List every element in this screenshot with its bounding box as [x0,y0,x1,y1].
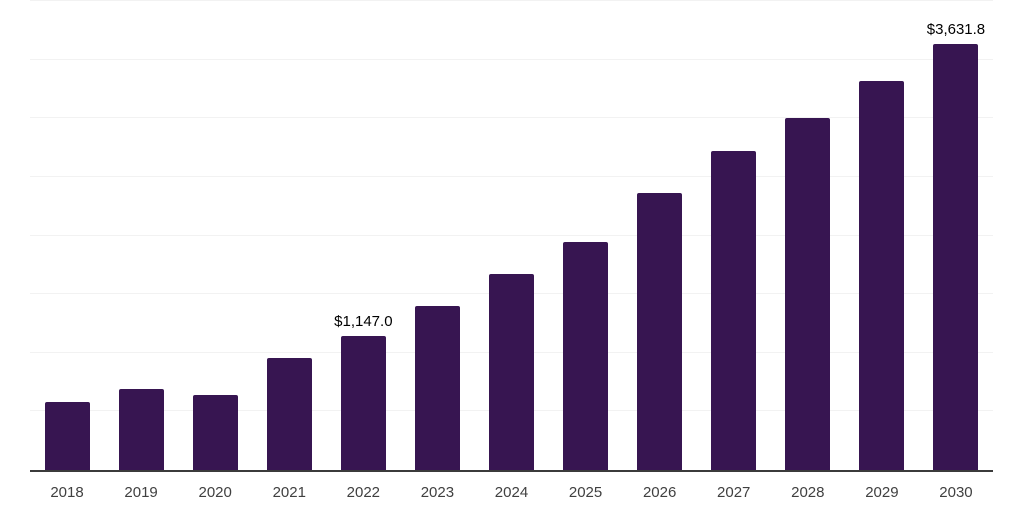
bar-2025[interactable] [563,242,609,470]
bar-2024[interactable] [489,273,534,470]
bar-2027[interactable] [711,150,757,470]
x-axis-tick-labels: 2018 2019 2020 2021 2022 2023 2024 2025 2026 2027… [30,484,993,504]
bar-2022[interactable] [340,335,386,470]
gridline-4000 [30,0,993,1]
x-tick-2030: 2030 [939,484,973,501]
x-tick-2029: 2029 [865,484,899,501]
x-tick-2026: 2026 [642,484,677,501]
bar-2028[interactable] [785,118,831,470]
x-tick-2023: 2023 [420,484,455,501]
bar-2018[interactable] [44,402,90,470]
x-tick-2018: 2018 [50,484,84,501]
bar-2030[interactable] [933,44,979,470]
x-tick-2025: 2025 [568,484,603,501]
bar-2026[interactable] [637,192,683,470]
gridline-3000 [30,117,993,119]
x-tick-2028: 2028 [791,484,825,501]
x-axis-line [30,470,993,472]
value-label-2030: $3,631.8 [926,21,986,39]
gridline-2500 [30,175,993,177]
value-label-2022: $1,147.0 [334,312,393,330]
x-tick-2020: 2020 [198,484,232,501]
x-tick-2027: 2027 [717,484,751,501]
bar-2019[interactable] [118,389,164,470]
x-tick-2019: 2019 [124,484,158,501]
bar-2023[interactable] [414,306,460,470]
plot-area: $1,147.0 $3,631.8 [30,0,993,470]
bar-2020[interactable] [192,395,238,470]
bar-2029[interactable] [859,81,905,470]
x-tick-2024: 2024 [494,484,529,501]
x-tick-2021: 2021 [272,484,306,501]
gridline-3500 [30,58,993,60]
x-tick-2022: 2022 [346,484,381,501]
bar-2021[interactable] [266,358,312,470]
gridline-2000 [30,234,993,236]
